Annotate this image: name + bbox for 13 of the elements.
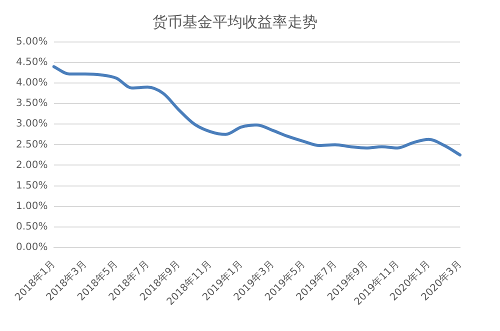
line-series (52, 65, 462, 156)
y-tick-label: 0.00% (16, 242, 48, 253)
y-tick-label: 4.50% (16, 57, 48, 68)
y-tick-label: 3.50% (16, 98, 48, 110)
y-tick-label: 5.00% (16, 36, 48, 48)
y-tick-label: 2.00% (16, 160, 48, 171)
y-tick-label: 4.00% (16, 78, 48, 89)
y-tick-label: 0.50% (16, 221, 48, 232)
y-tick-label: 1.50% (16, 180, 48, 192)
chart-title: 货币基金平均收益率走势 (152, 12, 318, 31)
y-tick-label: 1.00% (16, 200, 48, 212)
y-tick-label: 2.50% (16, 139, 48, 150)
y-tick-label: 3.00% (16, 118, 48, 130)
